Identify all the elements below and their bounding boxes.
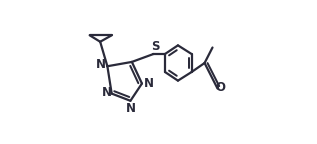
Text: N: N (144, 77, 154, 90)
Text: S: S (151, 40, 159, 53)
Text: N: N (95, 58, 106, 71)
Text: N: N (126, 102, 136, 115)
Text: N: N (102, 86, 112, 99)
Text: O: O (216, 81, 226, 94)
